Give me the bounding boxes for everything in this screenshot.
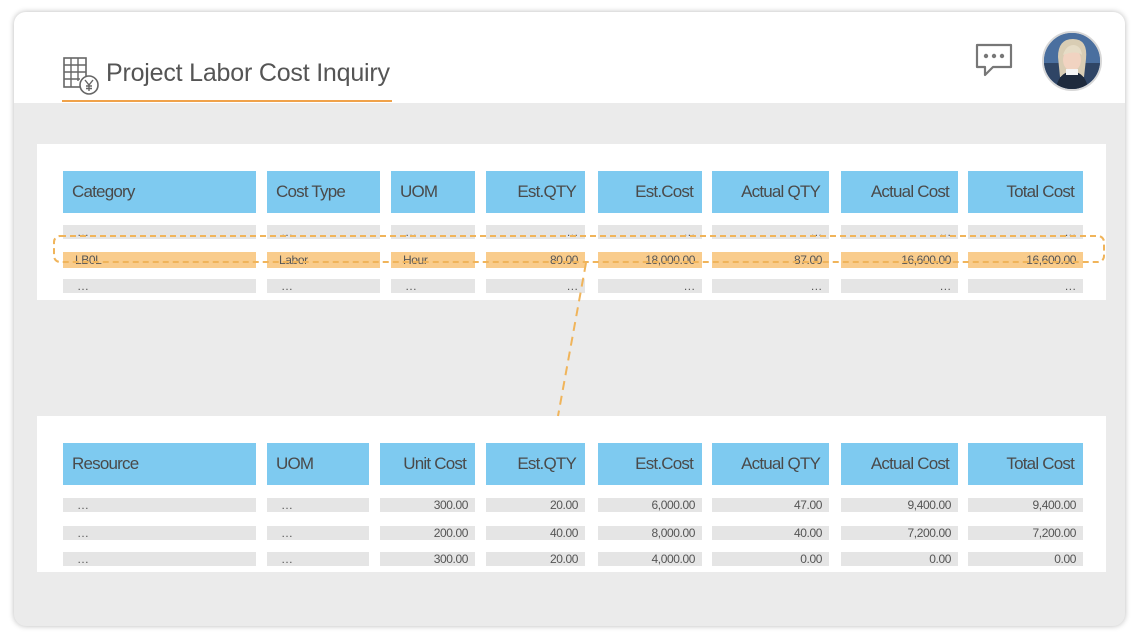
column-header-est-cost[interactable]: Est.Cost (598, 443, 702, 485)
table-cell-est-cost[interactable]: 8,000.00 (598, 526, 702, 540)
table-cell-actual-qty[interactable]: 0.00 (712, 552, 829, 566)
table-cell-actual-cost[interactable]: 0.00 (841, 552, 958, 566)
table-cell-unit-cost[interactable]: 300.00 (380, 552, 475, 566)
column-header-cost-type[interactable]: Cost Type (267, 171, 380, 213)
highlighted-row-outline (53, 235, 1105, 263)
column-header-resource[interactable]: Resource (63, 443, 256, 485)
app-window: Project Labor Cost Inquiry Category Cost … (14, 12, 1125, 626)
table-cell-resource[interactable]: … (63, 498, 256, 512)
table-cell-est-cost[interactable]: … (598, 279, 702, 293)
table-cell-actual-qty[interactable]: 40.00 (712, 526, 829, 540)
table-cell-est-qty[interactable]: 40.00 (486, 526, 585, 540)
table-cell-est-cost[interactable]: 6,000.00 (598, 498, 702, 512)
table-cell-uom[interactable]: … (267, 552, 369, 566)
selected-row-cell-actual-cost[interactable]: 16,600.00 (841, 252, 958, 268)
column-header-uom[interactable]: UOM (391, 171, 475, 213)
column-header-category[interactable]: Category (63, 171, 256, 213)
table-cell-total-cost[interactable]: 9,400.00 (968, 498, 1083, 512)
table-cell-total-cost[interactable]: 0.00 (968, 552, 1083, 566)
selected-row-cell-category[interactable]: LB0L (63, 252, 256, 268)
table-cell-total-cost[interactable]: 7,200.00 (968, 526, 1083, 540)
column-header-actual-qty[interactable]: Actual QTY (712, 443, 829, 485)
column-header-uom[interactable]: UOM (267, 443, 369, 485)
table-cell-uom[interactable]: … (267, 526, 369, 540)
table-cell-actual-qty[interactable]: … (712, 279, 829, 293)
category-summary-panel: Category Cost Type UOM Est.QTY Est.Cost Actua… (37, 144, 1106, 300)
column-header-unit-cost[interactable]: Unit Cost (380, 443, 475, 485)
selected-row-cell-actual-qty[interactable]: 87.00 (712, 252, 829, 268)
column-header-est-qty[interactable]: Est.QTY (486, 171, 585, 213)
page-title-block: Project Labor Cost Inquiry (62, 52, 392, 100)
selected-row-cell-est-cost[interactable]: 18,000.00 (598, 252, 702, 268)
column-header-total-cost[interactable]: Total Cost (968, 443, 1083, 485)
table-cell-est-qty[interactable]: 20.00 (486, 498, 585, 512)
column-header-actual-qty[interactable]: Actual QTY (712, 171, 829, 213)
table-cell-actual-cost[interactable]: 7,200.00 (841, 526, 958, 540)
table-cell-uom[interactable]: … (267, 498, 369, 512)
table-cell-est-qty[interactable]: … (486, 279, 585, 293)
column-header-actual-cost[interactable]: Actual Cost (841, 443, 958, 485)
page-header: Project Labor Cost Inquiry (14, 12, 1125, 103)
table-cell-actual-qty[interactable]: 47.00 (712, 498, 829, 512)
avatar-image (1044, 33, 1100, 89)
table-cell-cost-type[interactable]: … (267, 279, 380, 293)
table-cell-unit-cost[interactable]: 300.00 (380, 498, 475, 512)
column-header-actual-cost[interactable]: Actual Cost (841, 171, 958, 213)
selected-row-cell-uom[interactable]: Hour (391, 252, 475, 268)
user-avatar[interactable] (1042, 31, 1102, 91)
table-cell-actual-cost[interactable]: … (841, 279, 958, 293)
table-cell-uom[interactable]: … (391, 279, 475, 293)
table-cell-resource[interactable]: … (63, 526, 256, 540)
table-cell-actual-cost[interactable]: 9,400.00 (841, 498, 958, 512)
selected-row-cell-cost-type[interactable]: Labor (267, 252, 380, 268)
table-cell-est-cost[interactable]: 4,000.00 (598, 552, 702, 566)
spreadsheet-yen-icon (63, 57, 99, 95)
column-header-est-qty[interactable]: Est.QTY (486, 443, 585, 485)
column-header-total-cost[interactable]: Total Cost (968, 171, 1083, 213)
selected-row-cell-total-cost[interactable]: 16,600.00 (968, 252, 1083, 268)
table-cell-est-qty[interactable]: 20.00 (486, 552, 585, 566)
table-cell-unit-cost[interactable]: 200.00 (380, 526, 475, 540)
table-cell-resource[interactable]: … (63, 552, 256, 566)
column-header-est-cost[interactable]: Est.Cost (598, 171, 702, 213)
table-cell-category[interactable]: … (63, 279, 256, 293)
table-cell-total-cost[interactable]: … (968, 279, 1083, 293)
title-underline (62, 100, 392, 102)
resource-detail-panel: Resource UOM Unit Cost Est.QTY Est.Cost Actua… (37, 416, 1106, 572)
chat-bubble-icon[interactable] (974, 42, 1014, 78)
page-title: Project Labor Cost Inquiry (106, 59, 390, 87)
